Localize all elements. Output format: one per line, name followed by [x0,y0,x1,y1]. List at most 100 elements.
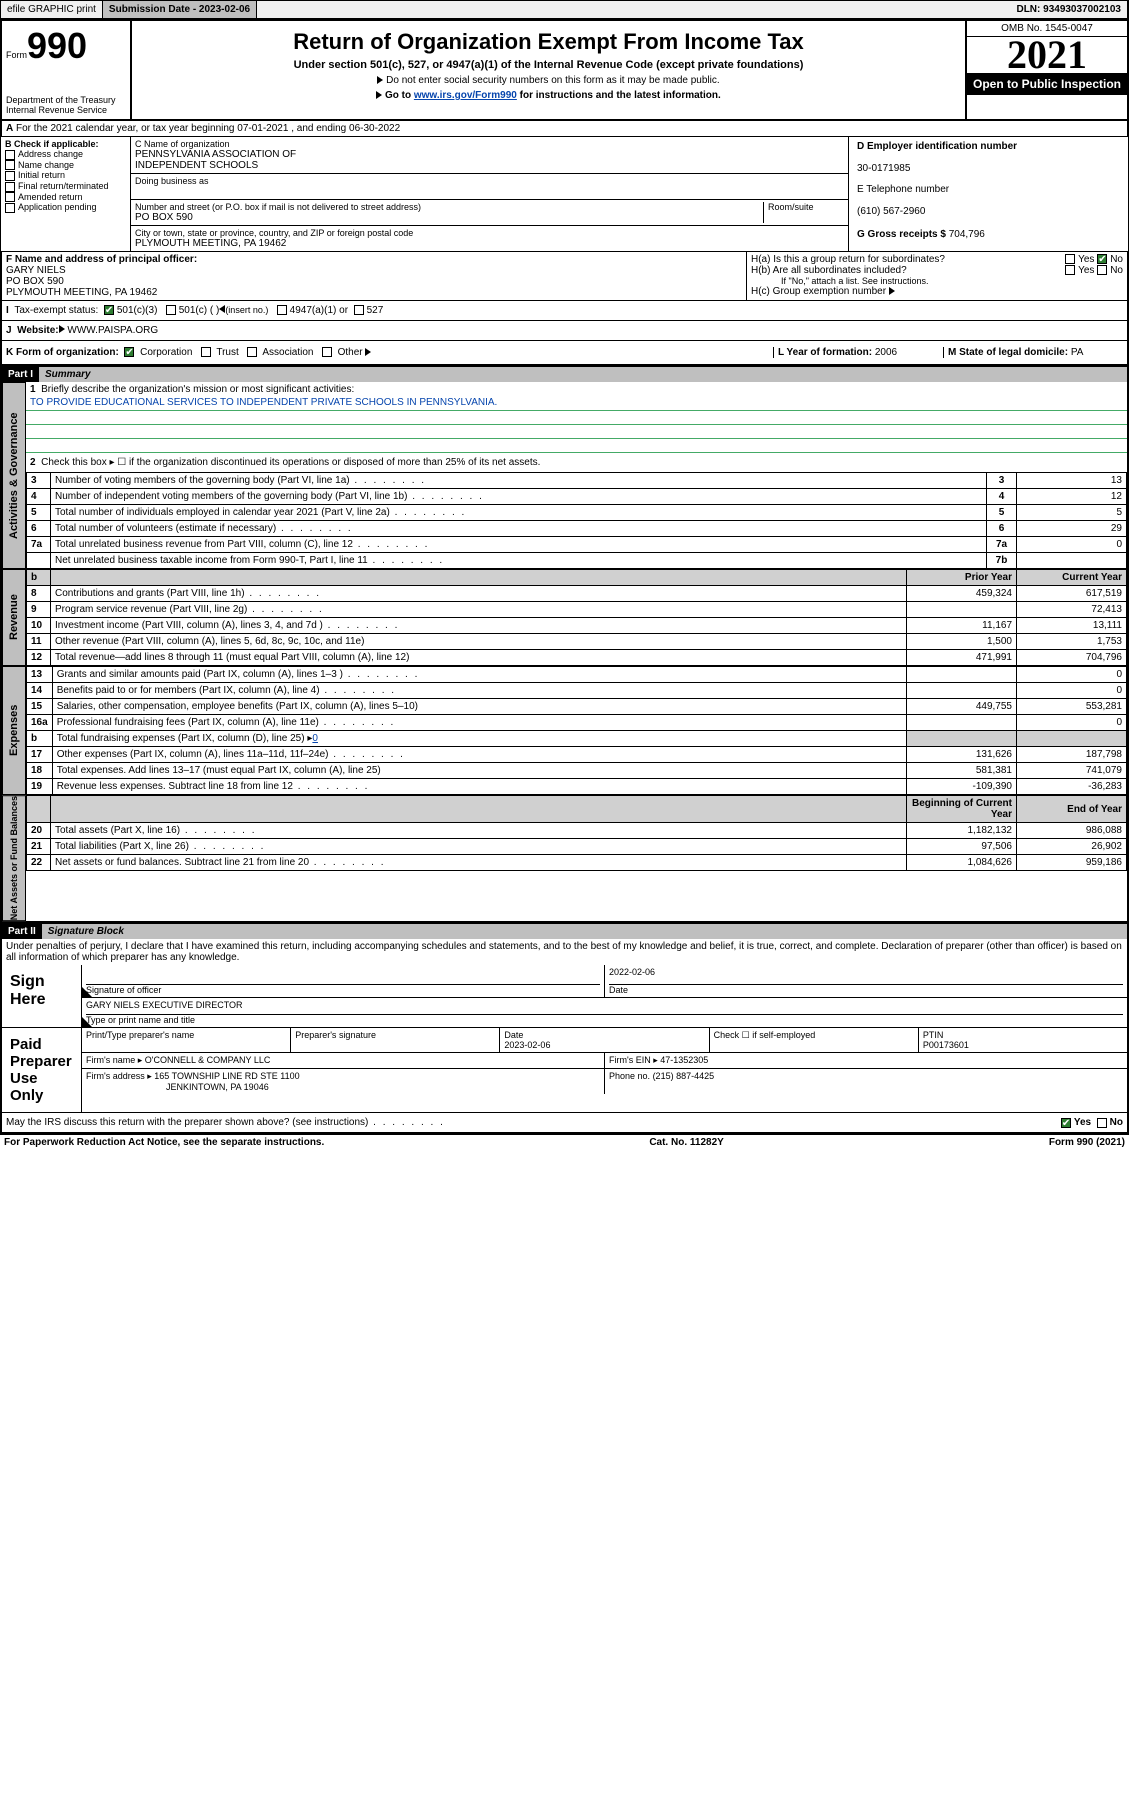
subtitle-2: Do not enter social security numbers on … [386,75,719,86]
perjury-declaration: Under penalties of perjury, I declare th… [0,939,1129,965]
firm-addr2: JENKINTOWN, PA 19046 [86,1082,269,1092]
b-header: B Check if applicable: [5,139,99,149]
officer-addr1: PO BOX 590 [6,276,64,287]
firm-ein-label: Firm's EIN ▸ [609,1055,658,1065]
firm-name-label: Firm's name ▸ [86,1055,142,1065]
dln-label: DLN: 93493037002103 [1010,1,1128,18]
ein-label: D Employer identification number [857,141,1017,152]
footer-mid: Cat. No. 11282Y [649,1137,723,1148]
ein-value: 30-0171985 [857,163,910,174]
checkbox-ha-no[interactable]: ✔ [1097,254,1107,264]
city-state-zip: PLYMOUTH MEETING, PA 19462 [135,238,844,249]
hb-label: H(b) Are all subordinates included? [751,265,907,276]
line2-label: Check this box ▸ ☐ if the organization d… [41,457,540,468]
checkbox-4947[interactable] [277,305,287,315]
form-number: 990 [27,25,87,66]
self-employed-check: Check ☐ if self-employed [710,1028,919,1052]
checkbox-other[interactable] [322,347,332,357]
checkbox-discuss-yes[interactable]: ✔ [1061,1118,1071,1128]
mission-blank [26,425,1127,439]
firm-phone: (215) 887-4425 [653,1071,715,1081]
dept-treasury: Department of the Treasury [6,95,126,105]
checkbox-trust[interactable] [201,347,211,357]
mission-text: TO PROVIDE EDUCATIONAL SERVICES TO INDEP… [26,397,1127,411]
checkbox-corporation[interactable]: ✔ [124,347,134,357]
entity-block: B Check if applicable: Address change Na… [0,137,1129,252]
firm-name: O'CONNELL & COMPANY LLC [145,1055,271,1065]
mission-blank [26,439,1127,453]
ptin-label: PTIN [923,1030,944,1040]
checkbox-527[interactable] [354,305,364,315]
side-label-netassets: Net Assets or Fund Balances [2,795,26,921]
firm-addr1: 165 TOWNSHIP LINE RD STE 1100 [154,1071,299,1081]
triangle-icon [59,325,65,333]
checkbox-hb-no[interactable] [1097,265,1107,275]
expenses-table: 13Grants and similar amounts paid (Part … [26,666,1127,795]
triangle-icon [219,305,225,313]
org-name-1: PENNSYLVANIA ASSOCIATION OF [135,149,844,160]
firm-ein: 47-1352305 [660,1055,708,1065]
officer-addr2: PLYMOUTH MEETING, PA 19462 [6,287,157,298]
checkbox-final-return[interactable] [5,182,15,192]
paid-preparer-label: Paid Preparer Use Only [2,1028,82,1112]
footer-left: For Paperwork Reduction Act Notice, see … [4,1137,324,1148]
checkbox-hb-yes[interactable] [1065,265,1075,275]
triangle-icon [376,91,382,99]
checkbox-amended[interactable] [5,192,15,202]
checkbox-ha-yes[interactable] [1065,254,1075,264]
phone-value: (610) 567-2960 [857,206,925,217]
prep-sig-label: Preparer's signature [295,1030,376,1040]
dba-label: Doing business as [135,176,844,186]
irs-link[interactable]: www.irs.gov/Form990 [414,90,517,101]
gross-receipts-label: G Gross receipts $ [857,229,946,240]
website-label: Website: [17,325,59,336]
firm-phone-label: Phone no. [609,1071,650,1081]
tax-year-line: For the 2021 calendar year, or tax year … [16,123,400,134]
form-title: Return of Organization Exempt From Incom… [136,25,961,59]
type-name-label: Type or print name and title [86,1014,1123,1025]
officer-name: GARY NIELS [6,265,66,276]
top-bar: efile GRAPHIC print Submission Date - 20… [0,0,1129,19]
street-label: Number and street (or P.O. box if mail i… [135,202,759,212]
side-label-activities: Activities & Governance [2,382,26,569]
sub3-pre: Go to [385,90,414,101]
org-name-2: INDEPENDENT SCHOOLS [135,160,844,171]
checkbox-501c[interactable] [166,305,176,315]
checkbox-association[interactable] [247,347,257,357]
form-header: Form990 Department of the Treasury Inter… [0,19,1129,121]
website-value: WWW.PAISPA.ORG [67,325,158,336]
discuss-label: May the IRS discuss this return with the… [6,1117,445,1128]
line1-label: Briefly describe the organization's miss… [41,384,354,395]
checkbox-name-change[interactable] [5,160,15,170]
triangle-icon [365,348,371,356]
ptin-value: P00173601 [923,1040,969,1050]
checkbox-application-pending[interactable] [5,203,15,213]
tax-exempt-label: Tax-exempt status: [14,305,98,316]
sub3-post: for instructions and the latest informat… [517,90,721,101]
sig-date-label: Date [609,985,1123,995]
page-footer: For Paperwork Reduction Act Notice, see … [0,1134,1129,1150]
part2-header: Part II Signature Block [0,923,1129,939]
room-suite-label: Room/suite [764,202,844,223]
checkbox-initial-return[interactable] [5,171,15,181]
governance-table: 3Number of voting members of the governi… [26,472,1127,569]
officer-name-title: GARY NIELS EXECUTIVE DIRECTOR [86,1000,1123,1014]
form-org-label: K Form of organization: [6,347,119,358]
dept-irs: Internal Revenue Service [6,105,126,115]
side-label-expenses: Expenses [2,666,26,795]
phone-label: E Telephone number [857,184,949,195]
checkbox-501c3[interactable]: ✔ [104,305,114,315]
submission-date-button[interactable]: Submission Date - 2023-02-06 [103,1,257,18]
officer-label: F Name and address of principal officer: [6,254,197,265]
checkbox-discuss-no[interactable] [1097,1118,1107,1128]
mission-blank [26,411,1127,425]
city-label: City or town, state or province, country… [135,228,844,238]
checkbox-address-change[interactable] [5,150,15,160]
domicile: PA [1071,347,1084,358]
domicile-label: M State of legal domicile: [948,347,1068,358]
hc-label: H(c) Group exemption number [751,286,886,297]
year-formation: 2006 [875,347,897,358]
street-address: PO BOX 590 [135,212,759,223]
hb-note: If "No," attach a list. See instructions… [751,276,1123,286]
prep-date-label: Date [504,1030,523,1040]
